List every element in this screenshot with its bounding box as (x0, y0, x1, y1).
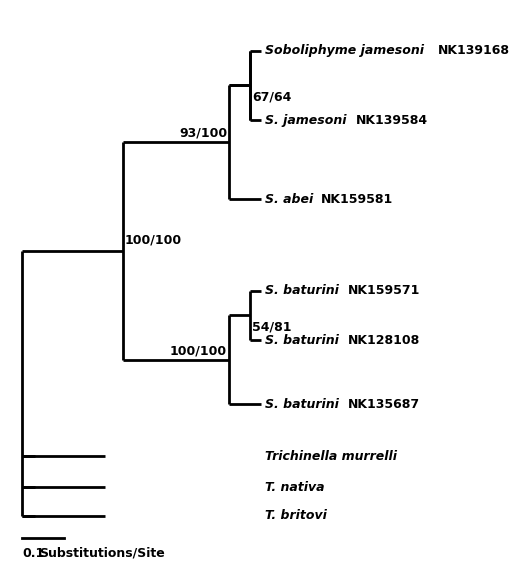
Text: S. baturini: S. baturini (264, 334, 343, 347)
Text: NK139168: NK139168 (437, 44, 508, 57)
Text: Substitutions/Site: Substitutions/Site (39, 547, 164, 560)
Text: 100/100: 100/100 (169, 344, 227, 357)
Text: S. baturini: S. baturini (264, 398, 343, 411)
Text: NK159571: NK159571 (347, 284, 419, 297)
Text: S. abei: S. abei (264, 193, 317, 206)
Text: Soboliphyme jamesoni: Soboliphyme jamesoni (264, 44, 428, 57)
Text: 54/81: 54/81 (252, 320, 291, 333)
Text: NK135687: NK135687 (347, 398, 419, 411)
Text: Trichinella murrelli: Trichinella murrelli (264, 450, 396, 463)
Text: S. jamesoni: S. jamesoni (264, 113, 350, 127)
Text: 0.1: 0.1 (22, 547, 44, 560)
Text: NK139584: NK139584 (355, 113, 427, 127)
Text: S. baturini: S. baturini (264, 284, 343, 297)
Text: T. nativa: T. nativa (264, 481, 324, 494)
Text: NK159581: NK159581 (320, 193, 392, 206)
Text: NK128108: NK128108 (347, 334, 419, 347)
Text: 100/100: 100/100 (125, 233, 182, 246)
Text: T. britovi: T. britovi (264, 509, 326, 522)
Text: 67/64: 67/64 (252, 90, 291, 103)
Text: 93/100: 93/100 (179, 127, 227, 140)
